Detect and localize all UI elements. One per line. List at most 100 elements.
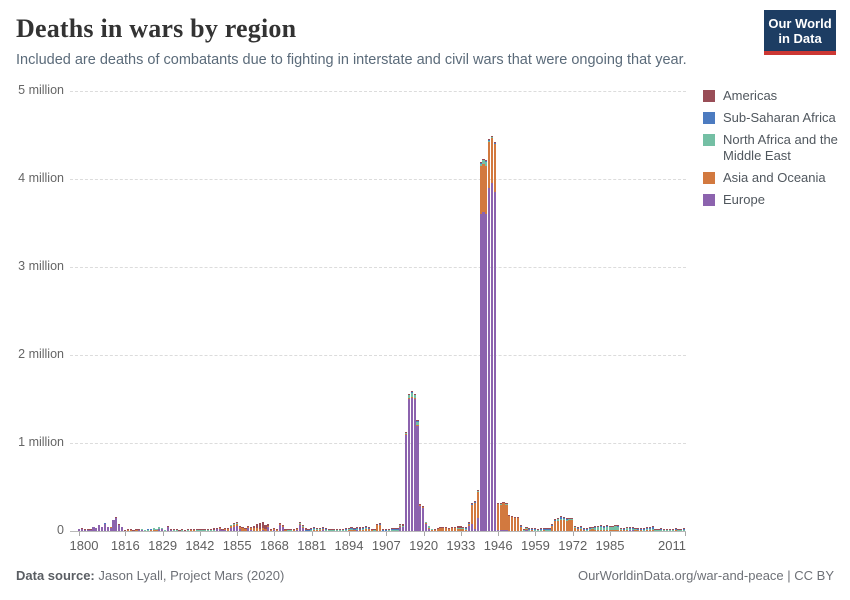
bar-1943-americas[interactable] (488, 139, 491, 140)
bar-1870-asia_oceania[interactable] (278, 524, 281, 525)
bar-1968-sub_saharan_africa[interactable] (559, 516, 562, 519)
bar-2006-asia_oceania[interactable] (668, 530, 671, 531)
bar-1825-north_africa_middle_east[interactable] (149, 529, 152, 530)
bar-1910-sub_saharan_africa[interactable] (393, 529, 396, 530)
bar-1917-americas[interactable] (413, 393, 416, 395)
bar-1877-americas[interactable] (298, 522, 302, 523)
bar-1916-americas[interactable] (410, 391, 413, 392)
bar-1862-asia_oceania[interactable] (255, 528, 258, 531)
bar-1988-asia_oceania[interactable] (617, 530, 620, 531)
bar-1882-sub_saharan_africa[interactable] (313, 528, 316, 529)
bar-2002-north_africa_middle_east[interactable] (657, 529, 660, 531)
bar-1895-north_africa_middle_east[interactable] (350, 528, 353, 530)
bar-1886-americas[interactable] (324, 528, 327, 530)
bar-1914-americas[interactable] (404, 431, 408, 433)
bar-1821-north_africa_middle_east[interactable] (138, 529, 141, 531)
bar-1865-americas[interactable] (264, 524, 267, 530)
bar-2008-europe[interactable] (674, 530, 677, 531)
bar-1993-sub_saharan_africa[interactable] (631, 527, 634, 529)
bar-1838-europe[interactable] (186, 530, 190, 531)
bar-1827-europe[interactable] (155, 530, 158, 531)
bar-1847-north_africa_middle_east[interactable] (212, 529, 215, 531)
bar-1964-asia_oceania[interactable] (548, 530, 551, 531)
bar-1896-asia_oceania[interactable] (353, 530, 356, 531)
bar-2001-north_africa_middle_east[interactable] (654, 529, 657, 531)
bar-1919-north_africa_middle_east[interactable] (419, 504, 422, 506)
bar-1838-americas[interactable] (186, 529, 190, 530)
bar-1916-asia_oceania[interactable] (410, 396, 413, 398)
bar-1883-asia_oceania[interactable] (316, 530, 319, 531)
bar-1874-americas[interactable] (290, 529, 293, 530)
bar-1945-americas[interactable] (493, 142, 497, 143)
bar-1893-north_africa_middle_east[interactable] (344, 529, 347, 531)
bar-1938-europe[interactable] (473, 529, 476, 531)
bar-1924-americas[interactable] (433, 528, 436, 530)
bar-1955-north_africa_middle_east[interactable] (522, 529, 525, 531)
bar-2001-asia_oceania[interactable] (654, 530, 657, 531)
bar-1992-europe[interactable] (628, 529, 631, 531)
bar-1919-asia_oceania[interactable] (419, 505, 422, 507)
bar-1969-sub_saharan_africa[interactable] (562, 517, 565, 520)
bar-1934-north_africa_middle_east[interactable] (462, 528, 465, 529)
bar-1847-americas[interactable] (212, 528, 215, 530)
bar-1914-sub_saharan_africa[interactable] (404, 432, 408, 433)
bar-1873-north_africa_middle_east[interactable] (287, 529, 290, 531)
bar-1990-sub_saharan_africa[interactable] (622, 528, 626, 530)
bar-1993-asia_oceania[interactable] (631, 529, 634, 530)
bar-1911-asia_oceania[interactable] (396, 530, 399, 531)
bar-1911-north_africa_middle_east[interactable] (396, 529, 399, 531)
bar-1890-sub_saharan_africa[interactable] (336, 529, 339, 530)
bar-1935-asia_oceania[interactable] (465, 529, 468, 531)
bar-1948-asia_oceania[interactable] (502, 503, 505, 531)
bar-1942-sub_saharan_africa[interactable] (485, 160, 488, 162)
bar-1863-asia_oceania[interactable] (258, 528, 261, 531)
bar-1836-americas[interactable] (181, 529, 184, 530)
bar-1893-asia_oceania[interactable] (344, 530, 347, 531)
bar-1820-americas[interactable] (135, 529, 138, 530)
bar-1900-americas[interactable] (364, 525, 367, 527)
bar-1996-americas[interactable] (640, 528, 643, 529)
bar-1931-asia_oceania[interactable] (453, 527, 456, 531)
bar-1960-north_africa_middle_east[interactable] (536, 529, 540, 531)
bar-1920-asia_oceania[interactable] (422, 507, 425, 509)
bar-1830-north_africa_middle_east[interactable] (164, 529, 167, 531)
bar-1835-europe[interactable] (178, 530, 181, 531)
bar-1917-asia_oceania[interactable] (413, 398, 416, 399)
bar-1933-north_africa_middle_east[interactable] (459, 527, 462, 529)
bar-1862-americas[interactable] (255, 523, 258, 529)
bar-1985-americas[interactable] (608, 525, 611, 527)
bar-1977-north_africa_middle_east[interactable] (585, 529, 588, 531)
bar-1840-americas[interactable] (192, 528, 195, 530)
bar-1998-sub_saharan_africa[interactable] (645, 527, 649, 530)
bar-1864-americas[interactable] (261, 522, 264, 529)
bar-1885-north_africa_middle_east[interactable] (321, 528, 324, 530)
bar-1852-americas[interactable] (227, 528, 230, 529)
bar-2006-americas[interactable] (668, 528, 671, 530)
bar-1958-sub_saharan_africa[interactable] (531, 528, 534, 530)
bar-2009-americas[interactable] (677, 528, 680, 530)
bar-1914-europe[interactable] (404, 434, 408, 531)
bar-1811-asia_oceania[interactable] (109, 527, 112, 528)
bar-1867-americas[interactable] (270, 528, 273, 531)
bar-1844-north_africa_middle_east[interactable] (204, 529, 207, 531)
bar-1892-asia_oceania[interactable] (341, 530, 345, 531)
bar-1897-sub_saharan_africa[interactable] (356, 528, 359, 529)
bar-1844-americas[interactable] (204, 529, 207, 530)
bar-1964-north_africa_middle_east[interactable] (548, 529, 551, 531)
bar-1826-north_africa_middle_east[interactable] (152, 528, 155, 530)
bar-2000-americas[interactable] (651, 526, 654, 527)
bar-1973-north_africa_middle_east[interactable] (574, 526, 577, 529)
bar-1908-americas[interactable] (387, 528, 390, 530)
bar-1906-asia_oceania[interactable] (382, 530, 385, 531)
bar-1983-north_africa_middle_east[interactable] (602, 527, 606, 531)
bar-1891-americas[interactable] (338, 528, 342, 530)
bar-1841-americas[interactable] (195, 529, 198, 530)
bar-1925-americas[interactable] (436, 527, 439, 529)
bar-1887-north_africa_middle_east[interactable] (327, 529, 330, 531)
bar-1974-americas[interactable] (577, 527, 580, 528)
bar-1993-north_africa_middle_east[interactable] (631, 528, 634, 530)
bar-2011-americas[interactable] (683, 528, 686, 530)
bar-2011-asia_oceania[interactable] (683, 530, 686, 531)
bar-1994-sub_saharan_africa[interactable] (634, 528, 637, 530)
bar-1857-asia_oceania[interactable] (241, 527, 244, 531)
